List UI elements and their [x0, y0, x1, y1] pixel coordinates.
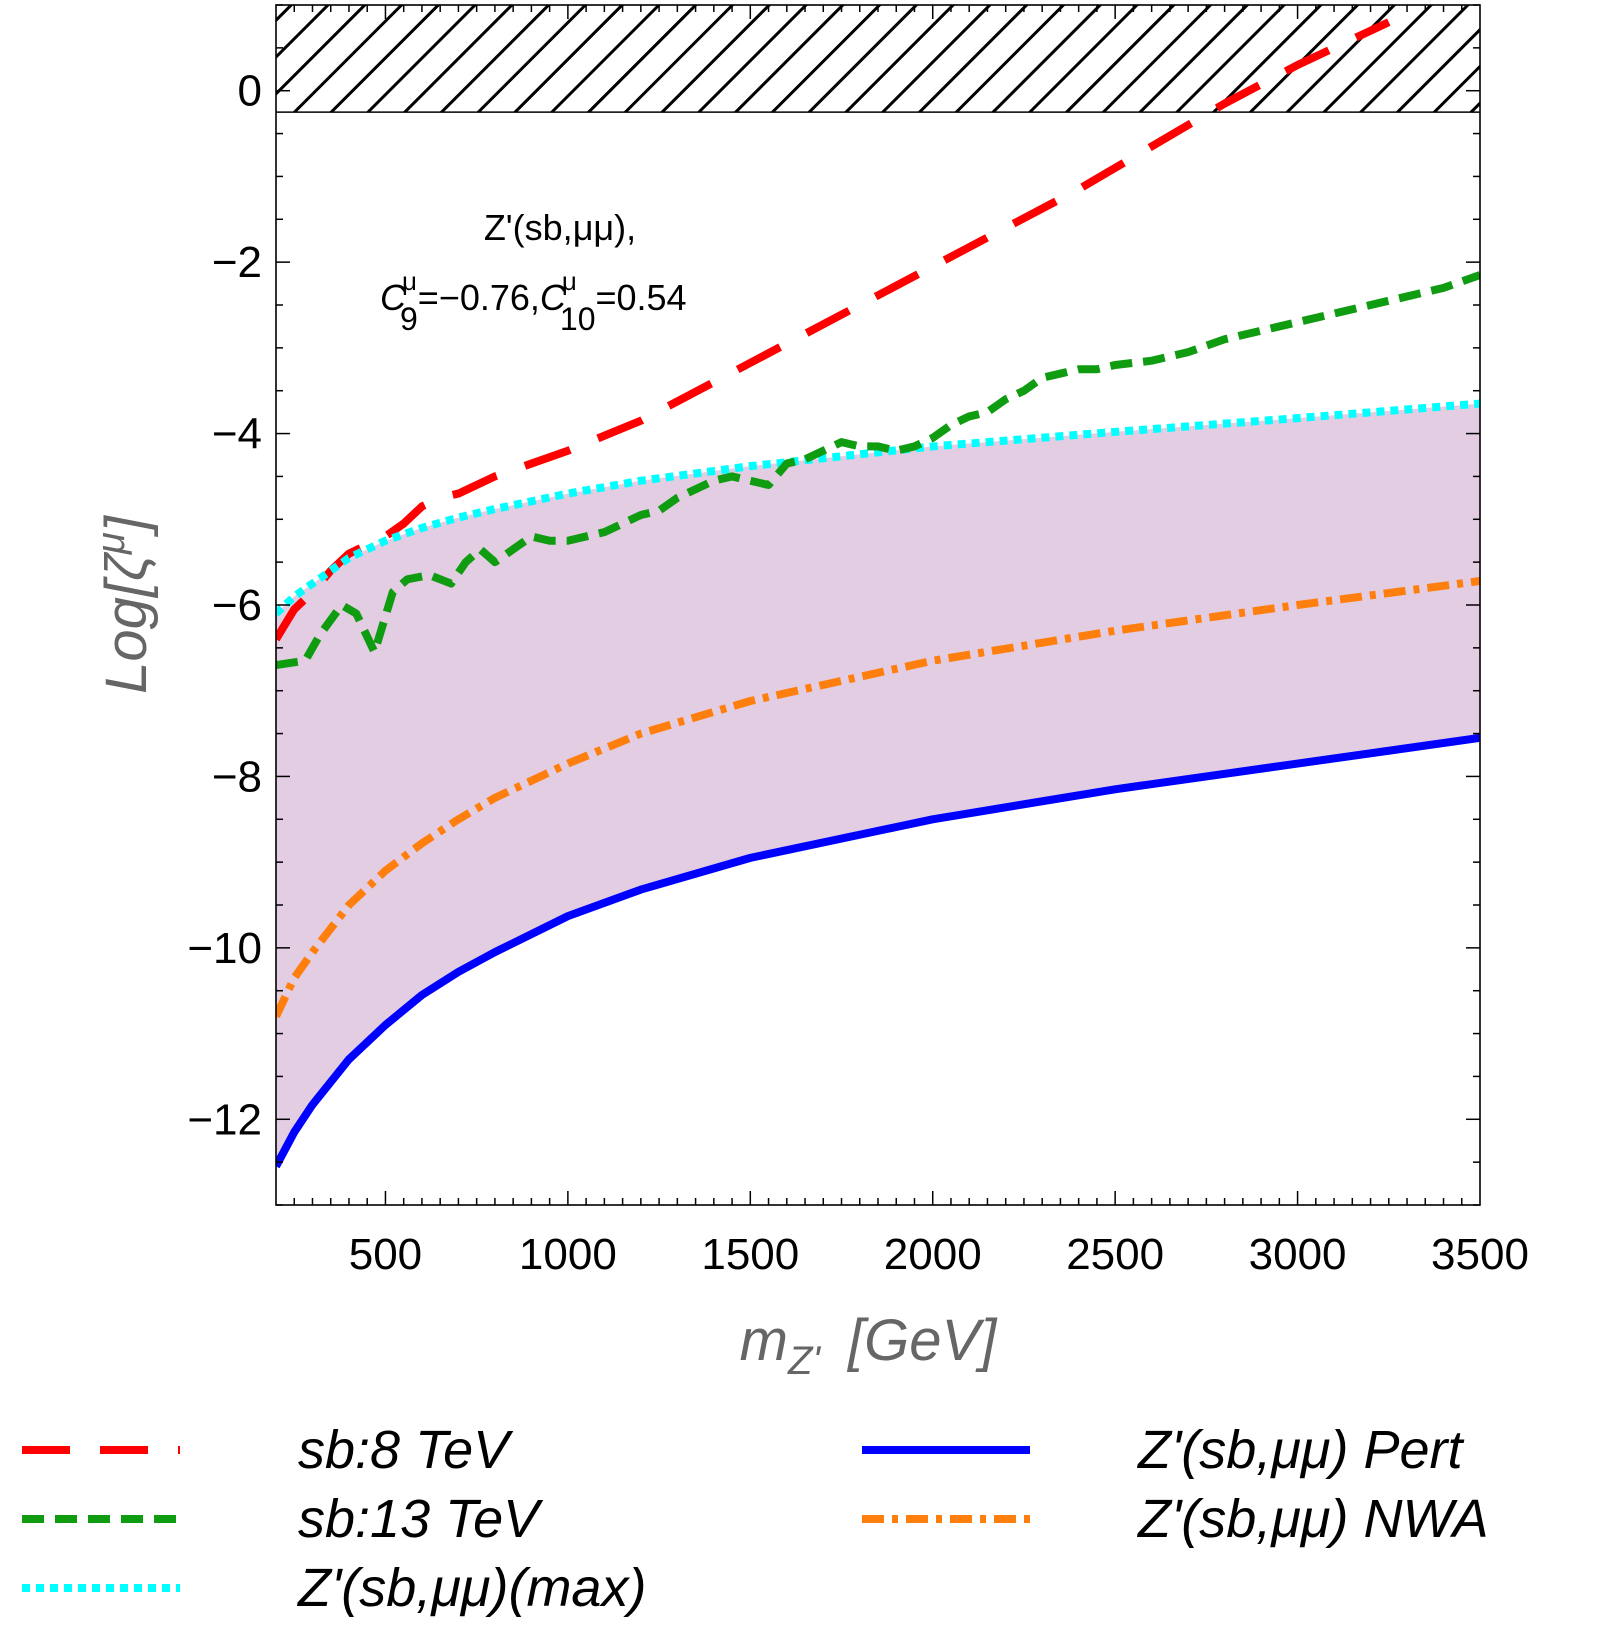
y-axis-title: Log[ζμ] — [89, 514, 159, 694]
x-tick-label: 3500 — [1431, 1230, 1529, 1279]
c10-value: =0.54 — [595, 277, 686, 318]
x-axis-title: mZ' [GeV] — [740, 1308, 999, 1383]
x-axis-title-unit: [GeV] — [846, 1308, 998, 1373]
y-tick-label: −2 — [212, 238, 262, 287]
y-axis-title-sup: μ — [89, 532, 133, 555]
series-line-sb-13-tev — [276, 271, 1480, 669]
series-line-z-sb-max — [276, 399, 1480, 617]
x-tick-label: 1500 — [701, 1230, 799, 1279]
x-tick-label: 2500 — [1066, 1230, 1164, 1279]
c10-subscript: 10 — [560, 301, 596, 337]
series-line-sb-8-tev — [276, 18, 1391, 642]
excluded-region-hatch — [276, 5, 1480, 113]
x-axis-title-main: m — [740, 1308, 788, 1373]
series-line-z-sb-nwa — [276, 577, 1480, 1019]
c10-symbol: C — [540, 277, 567, 318]
x-tick-label: 2000 — [884, 1230, 982, 1279]
axis-ticks: 500 1000 1500 2000 2500 3000 3500 0 −2 −4 −6 −8 −10 −… — [187, 4, 1529, 1279]
y-tick-label: 0 — [238, 67, 262, 116]
c9-value: =−0.76, — [418, 277, 540, 318]
c9-subscript: 9 — [400, 301, 418, 337]
y-tick-label: −12 — [187, 1095, 262, 1144]
x-axis-title-sub: Z' — [787, 1339, 821, 1383]
y-tick-label: −4 — [212, 410, 262, 459]
x-tick-label: 3000 — [1249, 1230, 1347, 1279]
y-axis-title-close: ] — [94, 514, 159, 537]
x-tick-label: 500 — [349, 1230, 422, 1279]
x-tick-label: 1000 — [519, 1230, 617, 1279]
y-axis-title-main: Log[ζ — [94, 551, 159, 694]
series-layer — [276, 18, 1480, 1169]
legend-label-nwa: Z'(sb,μμ) NWA — [1136, 1489, 1488, 1549]
c9-symbol: C — [380, 277, 407, 318]
y-tick-label: −10 — [187, 924, 262, 973]
y-tick-label: −6 — [212, 581, 262, 630]
c9-superscript: μ — [402, 266, 417, 296]
annotation: Z'(sb,μμ), Cμ 9=−0.76,Cμ 10=0.54 — [380, 207, 687, 337]
legend-label-sb8: sb:8 TeV — [298, 1420, 514, 1480]
legend-label-sb13: sb:13 TeV — [298, 1489, 544, 1549]
legend-label-max: Z'(sb,μμ)(max) — [296, 1558, 646, 1618]
annotation-line1: Z'(sb,μμ), — [484, 207, 636, 248]
allowed-band — [276, 403, 1480, 1167]
legend: sb:8 TeV sb:13 TeV Z'(sb,μμ)(max) Z'(sb,… — [22, 1420, 1488, 1618]
legend-label-pert: Z'(sb,μμ) Pert — [1136, 1420, 1464, 1480]
allowed-band-area — [276, 403, 1480, 1167]
series-line-z-sb-pert — [276, 733, 1480, 1169]
y-axis-title-group: Log[ζμ] — [89, 514, 159, 694]
y-tick-label: −8 — [212, 752, 262, 801]
annotation-line2: Cμ 9=−0.76,Cμ 10=0.54 — [380, 266, 687, 337]
c10-superscript: μ — [562, 266, 577, 296]
